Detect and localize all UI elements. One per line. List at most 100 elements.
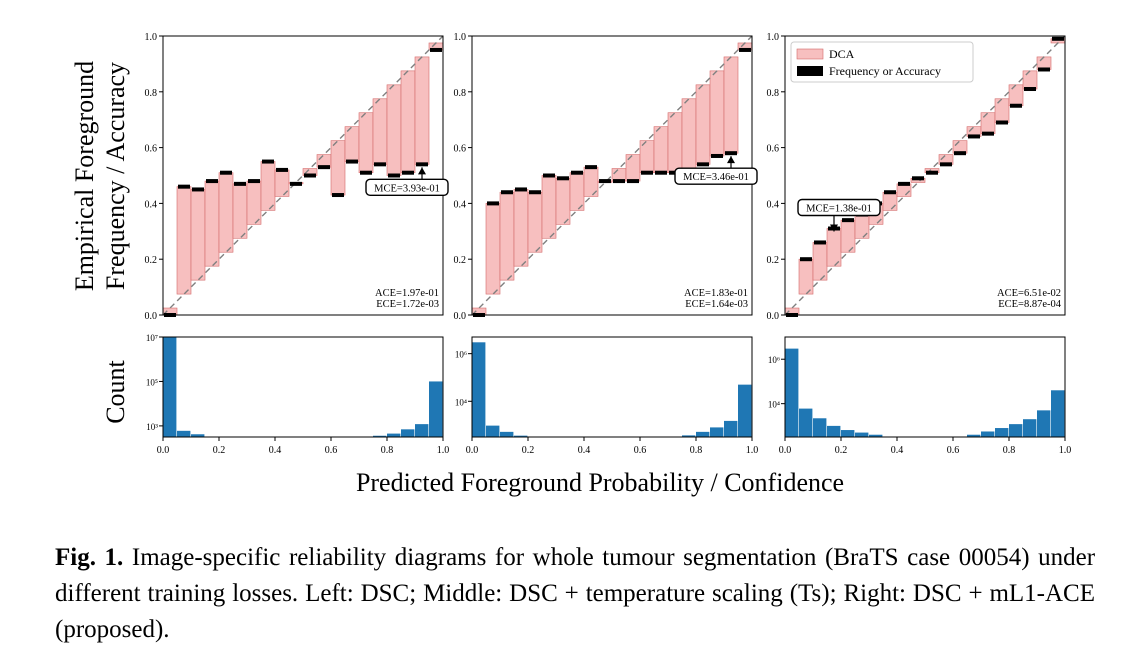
dca-bar	[695, 84, 711, 165]
accuracy-mark	[430, 47, 442, 52]
histogram-bar	[429, 381, 443, 437]
y-tick-label: 0.6	[454, 144, 467, 155]
dca-bar	[541, 175, 557, 239]
dca-bar	[826, 228, 842, 267]
accuracy-mark	[996, 120, 1008, 125]
panel-right: 0.0 0.2 0.4 0.6 0.8 1.0 ACE=6.51e-02ECE=8.87e-…	[767, 32, 1072, 456]
dca-bar	[358, 112, 374, 174]
x-tick-label: 0.4	[578, 445, 591, 456]
mce-arrow-head	[830, 224, 838, 232]
dca-bar	[709, 70, 725, 157]
histogram-bar	[710, 427, 724, 437]
accuracy-mark	[739, 47, 751, 52]
dca-bar	[260, 161, 276, 211]
dca-bar	[190, 189, 206, 281]
x-tick-label: 0.2	[835, 445, 848, 456]
dca-bar	[232, 183, 248, 239]
histogram-bar	[486, 425, 500, 437]
legend-dca-label: DCA	[829, 47, 855, 61]
y-tick-label: 0.6	[767, 144, 780, 155]
dca-bar	[330, 140, 346, 196]
dca-bar	[386, 84, 402, 176]
accuracy-mark	[304, 173, 316, 178]
y-tick-label: 0.2	[767, 255, 780, 266]
accuracy-mark	[388, 173, 400, 178]
x-tick-label: 1.0	[437, 445, 450, 456]
y-tick-label: 0.8	[145, 88, 158, 99]
histogram-bar	[415, 424, 429, 437]
accuracy-mark	[926, 170, 938, 175]
accuracy-mark	[234, 181, 246, 186]
accuracy-mark	[290, 181, 302, 186]
dca-bar	[527, 191, 543, 253]
y-tick-label: 0.0	[145, 311, 158, 322]
figure-caption: Fig. 1. Image-specific reliability diagr…	[55, 540, 1095, 648]
accuracy-mark	[402, 170, 414, 175]
accuracy-mark	[800, 257, 812, 262]
x-tick-label: 1.0	[1059, 445, 1072, 456]
mce-label: MCE=3.46e-01	[683, 172, 749, 183]
x-tick-label: 0.6	[634, 445, 647, 456]
dca-bar	[980, 112, 996, 134]
accuracy-mark	[543, 173, 555, 178]
dca-bar	[414, 56, 430, 165]
hist-y-tick-label: 10⁴	[768, 400, 780, 410]
dca-bar	[246, 180, 262, 225]
mce-label: MCE=3.93e-01	[374, 183, 440, 194]
histogram-bar	[163, 337, 177, 437]
accuracy-mark	[416, 162, 428, 167]
accuracy-mark	[206, 179, 218, 184]
accuracy-mark	[711, 153, 723, 158]
mce-arrow-head	[727, 156, 735, 164]
caption-label: Fig. 1.	[55, 544, 124, 571]
accuracy-mark	[884, 190, 896, 195]
hist-y-tick-label: 10⁶	[768, 355, 780, 365]
dca-bar	[555, 177, 571, 225]
panel-left: 0.0 0.2 0.4 0.6 0.8 1.0 ACE=1.97e-01ECE=1.72e-…	[145, 32, 450, 456]
hist-y-tick-label: 10⁷	[146, 333, 158, 343]
accuracy-mark	[585, 165, 597, 170]
x-tick-label: 0.4	[891, 445, 904, 456]
accuracy-mark	[599, 179, 611, 184]
histogram-bar	[1023, 419, 1037, 437]
dca-bar	[723, 56, 739, 154]
accuracy-mark	[1038, 67, 1050, 72]
x-tick-label: 0.8	[1003, 445, 1016, 456]
bottom-axes-frame	[784, 336, 1066, 438]
dca-bar	[854, 214, 870, 239]
ece-value: ECE=8.87e-04	[998, 299, 1062, 310]
accuracy-mark	[1010, 103, 1022, 108]
histogram-bar	[500, 431, 514, 437]
y-tick-label: 1.0	[454, 32, 467, 43]
dca-bar	[812, 242, 828, 281]
mce-arrow-head	[418, 167, 426, 175]
dca-bar	[882, 191, 898, 211]
histogram-bar	[696, 431, 710, 437]
hist-y-tick-label: 10⁴	[455, 397, 467, 407]
accuracy-mark	[842, 218, 854, 223]
dca-bar	[485, 203, 501, 295]
mce-label: MCE=1.38e-01	[806, 204, 872, 215]
accuracy-mark	[178, 184, 190, 189]
y-tick-label: 0.4	[145, 199, 158, 210]
histogram-bar	[387, 433, 401, 437]
y-tick-label: 0.2	[145, 255, 158, 266]
x-axis-label: Predicted Foreground Probability / Confi…	[356, 468, 844, 497]
reliability-figure: 0.0 0.2 0.4 0.6 0.8 1.0 ACE=1.97e-01ECE=1.72e-…	[70, 32, 1072, 497]
x-tick-label: 0.2	[213, 445, 226, 456]
dca-bar	[218, 172, 234, 253]
histogram-bar	[799, 408, 813, 437]
dca-bar	[667, 112, 683, 174]
accuracy-mark	[655, 170, 667, 175]
accuracy-mark	[940, 162, 952, 167]
legend-dca-swatch	[796, 48, 824, 60]
accuracy-mark	[220, 170, 232, 175]
histogram-bar	[1037, 410, 1051, 437]
histogram-bar	[373, 435, 387, 437]
accuracy-mark	[627, 179, 639, 184]
x-tick-label: 0.6	[325, 445, 338, 456]
hist-y-tick-label: 10⁵	[146, 377, 158, 387]
ece-value: ECE=1.72e-03	[376, 299, 439, 310]
accuracy-mark	[374, 162, 386, 167]
accuracy-mark	[697, 162, 709, 167]
